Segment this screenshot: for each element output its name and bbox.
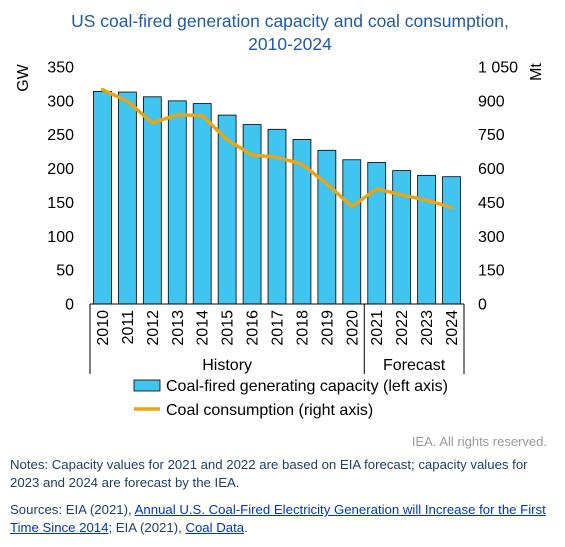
right-tick-label: 450 — [478, 195, 505, 212]
left-tick-label: 300 — [47, 93, 74, 110]
capacity-bar — [442, 176, 461, 305]
right-tick-label: 300 — [478, 229, 505, 246]
left-tick-label: 0 — [65, 297, 74, 314]
left-tick-label: 200 — [47, 161, 74, 178]
capacity-bar — [317, 149, 337, 305]
chart-title-line-2: 2010-2024 — [248, 34, 332, 54]
credit: IEA. All rights reserved. — [411, 434, 547, 449]
legend: Coal-fired generating capacity (left axi… — [133, 378, 448, 419]
x-tick-label: 2017 — [270, 310, 287, 346]
sources: Sources: EIA (2021), Annual U.S. Coal-Fi… — [10, 501, 550, 537]
capacity-bar — [93, 90, 112, 305]
legend-capacity-label: Coal-fired generating capacity (left axi… — [166, 378, 448, 395]
x-tick-label: 2011 — [120, 310, 137, 345]
capacity-bar — [417, 174, 436, 305]
capacity-bars — [93, 90, 461, 305]
legend-consumption-label: Coal consumption (right axis) — [166, 402, 373, 419]
capacity-bar — [192, 103, 212, 305]
sources-suffix: . — [244, 520, 248, 535]
left-axis-unit: GW — [15, 63, 32, 91]
x-tick-label: 2020 — [344, 310, 361, 346]
sources-link-coal-data[interactable]: Coal Data — [185, 520, 245, 535]
sources-prefix: Sources: EIA (2021), — [10, 502, 135, 517]
left-tick-label: 350 — [47, 60, 74, 77]
x-tick-label: 2015 — [220, 310, 237, 346]
x-tick-label: 2012 — [145, 310, 162, 346]
left-axis-ticks: 0 50 100 150 200 250 300 350 — [47, 60, 74, 314]
chart: US coal-fired generation capacity and co… — [15, 11, 545, 419]
capacity-bar — [392, 170, 412, 305]
capacity-bar — [342, 159, 362, 305]
x-tick-label: 2019 — [319, 310, 336, 346]
sources-middle: ; EIA (2021), — [108, 520, 186, 535]
capacity-bar — [118, 91, 137, 305]
x-axis-tick-labels: 2010 2011 2012 2013 2014 2015 2016 2017 2018 2019… — [95, 310, 461, 346]
x-axis-groups: History Forecast — [89, 304, 465, 374]
group-label: Forecast — [383, 357, 446, 374]
x-tick-label: 2013 — [170, 310, 187, 346]
capacity-bar — [142, 96, 162, 305]
coal-consumption-line — [100, 87, 454, 210]
x-tick-label: 2024 — [444, 310, 461, 346]
left-tick-label: 150 — [47, 195, 74, 212]
left-tick-label: 50 — [56, 263, 74, 280]
right-tick-label: 0 — [478, 297, 487, 314]
x-tick-label: 2021 — [369, 310, 386, 346]
right-axis-ticks: 0 150 300 450 600 750 900 1 050 — [478, 60, 518, 314]
x-tick-label: 2010 — [95, 310, 112, 346]
right-tick-label: 750 — [478, 127, 505, 144]
left-tick-label: 250 — [47, 127, 74, 144]
x-tick-label: 2022 — [394, 310, 411, 346]
sources-link-coal-fired-generation[interactable]: Annual U.S. Coal-Fired Electricity Gener… — [10, 502, 546, 535]
right-tick-label: 1 050 — [478, 60, 518, 77]
left-tick-label: 100 — [47, 229, 74, 246]
x-tick-label: 2016 — [245, 310, 262, 346]
x-tick-label: 2018 — [294, 310, 311, 346]
right-axis-unit: Mt — [528, 63, 545, 81]
group-label: History — [202, 357, 252, 374]
capacity-bar — [367, 162, 387, 305]
x-tick-label: 2014 — [195, 310, 212, 346]
right-tick-label: 150 — [478, 263, 505, 280]
capacity-bar — [167, 100, 187, 305]
x-tick-label: 2023 — [419, 310, 436, 346]
chart-title-line-1: US coal-fired generation capacity and co… — [71, 11, 509, 31]
right-tick-label: 600 — [478, 161, 505, 178]
legend-capacity-swatch — [133, 379, 161, 392]
right-tick-label: 900 — [478, 93, 505, 110]
notes: Notes: Capacity values for 2021 and 2022… — [10, 457, 528, 490]
